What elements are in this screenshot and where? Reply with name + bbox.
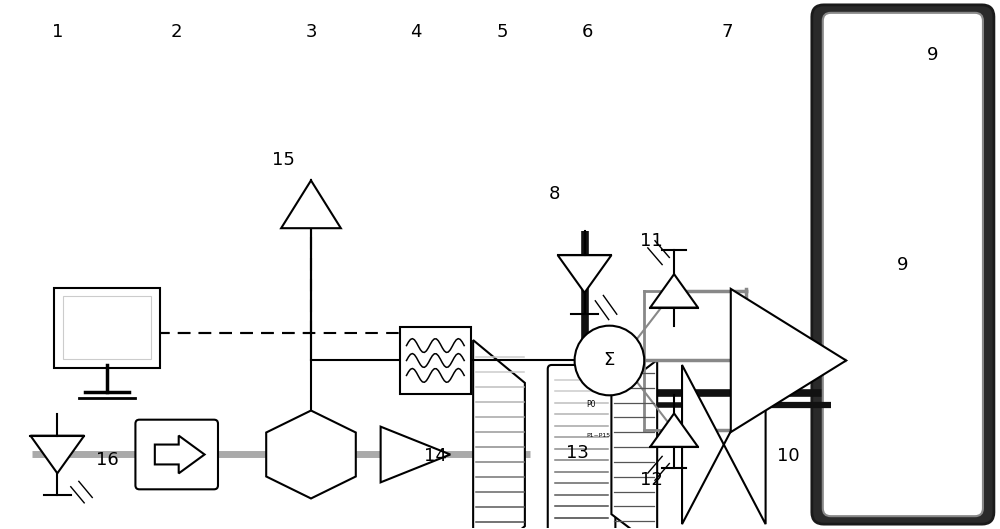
Text: 3: 3 — [305, 23, 317, 41]
Text: 13: 13 — [566, 444, 589, 462]
Polygon shape — [731, 289, 846, 432]
Polygon shape — [558, 255, 611, 293]
Polygon shape — [473, 340, 525, 529]
Text: 16: 16 — [96, 451, 118, 469]
Polygon shape — [682, 365, 724, 524]
Text: P0: P0 — [587, 400, 596, 409]
FancyBboxPatch shape — [63, 296, 151, 359]
Text: 9: 9 — [927, 46, 938, 64]
Text: 14: 14 — [424, 447, 447, 465]
Text: 6: 6 — [582, 23, 593, 41]
Polygon shape — [724, 365, 766, 524]
FancyBboxPatch shape — [400, 327, 471, 394]
FancyBboxPatch shape — [823, 13, 983, 516]
Text: 12: 12 — [640, 471, 663, 489]
Text: 4: 4 — [410, 23, 421, 41]
Text: 8: 8 — [549, 185, 560, 203]
Text: 11: 11 — [640, 232, 663, 250]
Text: 1: 1 — [52, 23, 63, 41]
Polygon shape — [30, 436, 84, 473]
Text: 5: 5 — [496, 23, 508, 41]
Polygon shape — [266, 411, 356, 498]
FancyBboxPatch shape — [812, 5, 994, 524]
Text: 10: 10 — [777, 447, 800, 465]
Text: $\Sigma$: $\Sigma$ — [603, 351, 616, 369]
Polygon shape — [650, 414, 698, 447]
FancyBboxPatch shape — [54, 288, 160, 369]
Circle shape — [575, 326, 644, 395]
FancyBboxPatch shape — [548, 365, 615, 529]
Polygon shape — [650, 274, 698, 307]
Text: 2: 2 — [171, 23, 182, 41]
Polygon shape — [381, 427, 450, 482]
Polygon shape — [611, 360, 657, 529]
Text: 9: 9 — [897, 256, 909, 273]
FancyBboxPatch shape — [135, 419, 218, 489]
Polygon shape — [155, 435, 205, 473]
Text: 7: 7 — [721, 23, 733, 41]
Polygon shape — [281, 180, 341, 228]
Text: P1~P15: P1~P15 — [587, 433, 611, 437]
Text: 15: 15 — [272, 151, 295, 169]
